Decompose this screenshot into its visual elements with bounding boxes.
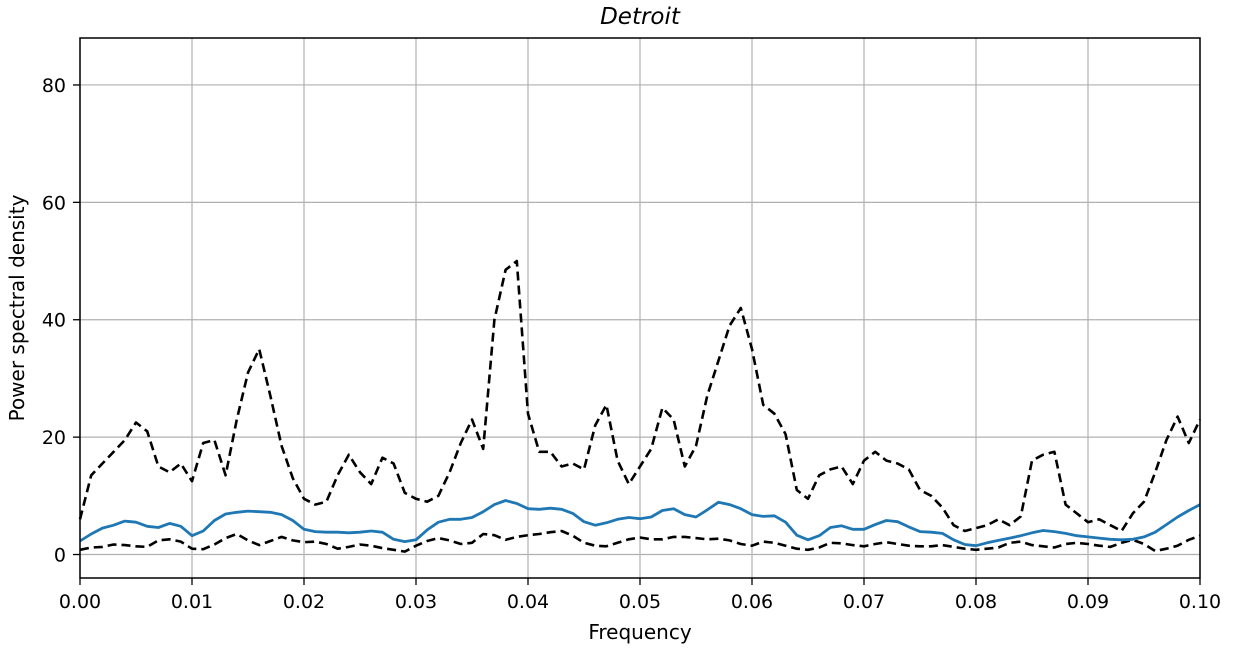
x-axis-label: Frequency bbox=[588, 620, 691, 644]
x-tick-label: 0.00 bbox=[59, 591, 101, 613]
grid bbox=[79, 38, 1201, 578]
series-layer bbox=[78, 259, 1202, 553]
y-axis: 0 20 40 60 80 bbox=[42, 75, 80, 567]
x-tick-label: 0.07 bbox=[843, 591, 885, 613]
x-tick-label: 0.04 bbox=[507, 591, 549, 613]
x-tick-label: 0.02 bbox=[283, 591, 325, 613]
y-tick-label: 40 bbox=[42, 310, 66, 332]
dashed-bound-line-1 bbox=[78, 259, 1202, 533]
y-axis-label: Power spectral density bbox=[5, 194, 29, 421]
y-tick-label: 60 bbox=[42, 192, 66, 214]
x-tick-label: 0.09 bbox=[1067, 591, 1109, 613]
x-axis: 0.00 0.01 0.02 0.03 0.04 0.05 0.06 0.07 0.08 0.09… bbox=[59, 578, 1221, 613]
y-tick-label: 80 bbox=[42, 75, 66, 97]
chart-title: Detroit bbox=[600, 4, 681, 30]
x-tick-label: 0.10 bbox=[1179, 591, 1221, 613]
y-tick-label: 0 bbox=[54, 545, 66, 567]
y-tick-label: 20 bbox=[42, 427, 66, 449]
x-tick-label: 0.01 bbox=[171, 591, 213, 613]
x-tick-label: 0.06 bbox=[731, 591, 773, 613]
x-tick-label: 0.05 bbox=[619, 591, 661, 613]
x-tick-label: 0.03 bbox=[395, 591, 437, 613]
dashed-bound-line-2 bbox=[79, 529, 1201, 553]
psd-line bbox=[79, 499, 1201, 548]
x-tick-label: 0.08 bbox=[955, 591, 997, 613]
